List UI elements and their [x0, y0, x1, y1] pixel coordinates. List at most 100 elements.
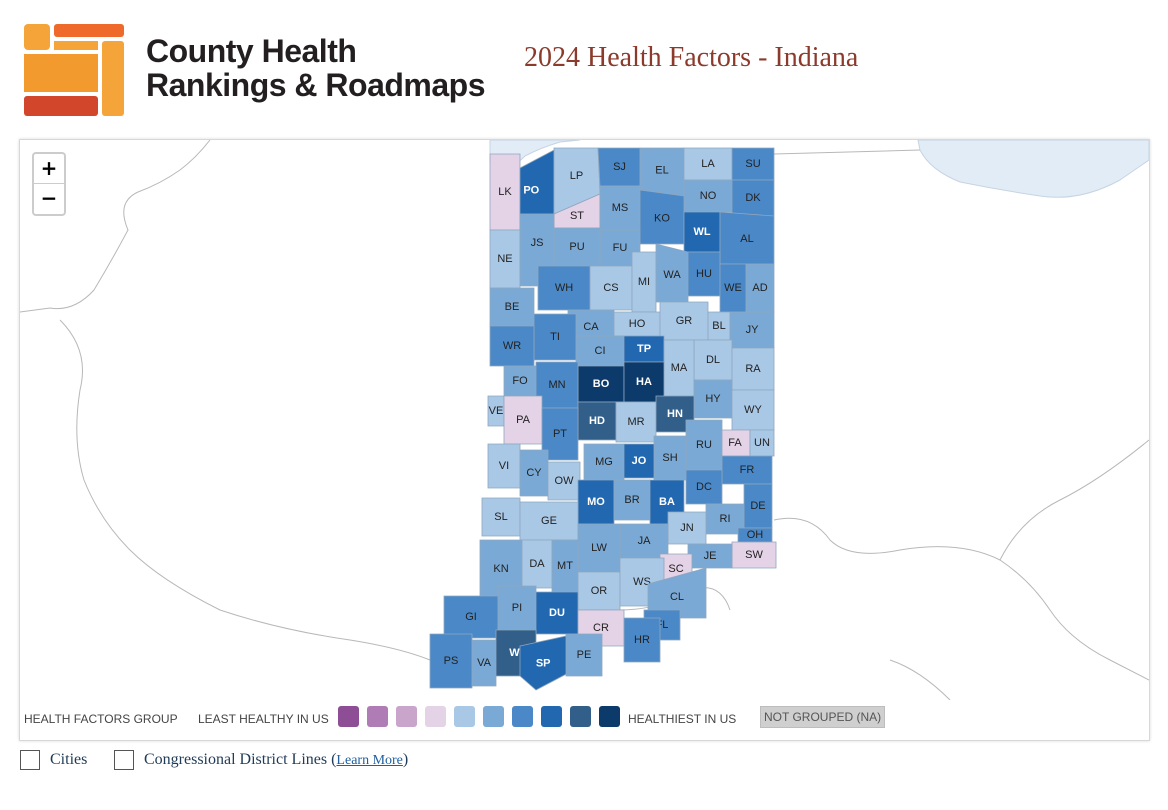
county-ms[interactable] [599, 185, 641, 231]
county-pe[interactable] [565, 633, 603, 677]
county-ve[interactable] [487, 395, 505, 427]
county-gr[interactable] [659, 301, 709, 341]
county-ne[interactable] [489, 229, 521, 289]
legend-swatch [367, 706, 388, 727]
districts-close: ) [402, 751, 409, 768]
zoom-control: + − [32, 152, 66, 216]
county-lw[interactable] [577, 523, 621, 573]
districts-checkbox[interactable] [114, 750, 134, 770]
county-lk[interactable] [489, 153, 521, 231]
county-ru[interactable] [685, 419, 723, 471]
county-ow[interactable] [547, 461, 581, 501]
county-bl[interactable] [707, 311, 731, 341]
county-tp[interactable] [623, 335, 665, 363]
legend-swatch [396, 706, 417, 727]
county-pt[interactable] [541, 407, 579, 461]
county-be[interactable] [489, 287, 535, 327]
cities-checkbox[interactable] [20, 750, 40, 770]
zoom-in-button[interactable]: + [34, 154, 64, 184]
districts-label[interactable]: Congressional District Lines (Learn More… [144, 751, 408, 769]
legend-swatch [425, 706, 446, 727]
county-oh[interactable] [737, 527, 773, 543]
county-jy[interactable] [729, 311, 775, 349]
basemap [20, 140, 1149, 700]
county-wl[interactable] [683, 211, 721, 253]
districts-text: Congressional District Lines ( [144, 751, 337, 768]
county-el[interactable] [639, 147, 685, 197]
county-jn[interactable] [667, 511, 707, 545]
county-fo[interactable] [503, 365, 537, 397]
county-ma[interactable] [663, 339, 695, 397]
county-sj[interactable] [597, 147, 641, 187]
legend-swatch [454, 706, 475, 727]
county-de[interactable] [743, 483, 773, 529]
county-hd[interactable] [577, 401, 617, 441]
county-su[interactable] [731, 147, 775, 181]
map-container[interactable]: LK PO LP SJ EL LA SU ST MS NO DK KO NE JS PU FU WL AL WH CS… [19, 139, 1150, 741]
legend-swatch [483, 706, 504, 727]
county-ps[interactable] [429, 633, 473, 689]
county-wy[interactable] [731, 389, 775, 431]
county-cy[interactable] [519, 449, 549, 497]
learn-more-link[interactable]: Learn More [336, 753, 403, 768]
county-cs[interactable] [589, 265, 633, 311]
county-cl[interactable] [647, 567, 707, 619]
county-vi[interactable] [487, 443, 521, 489]
legend-least-label: LEAST HEALTHY IN US [198, 712, 329, 726]
county-gi[interactable] [443, 595, 499, 639]
county-mg[interactable] [583, 443, 625, 481]
county-we[interactable] [719, 263, 747, 313]
cities-label[interactable]: Cities [50, 751, 88, 768]
county-dl[interactable] [693, 339, 733, 381]
county-wh[interactable] [537, 265, 591, 311]
county-br[interactable] [613, 479, 651, 521]
county-mt[interactable] [551, 539, 579, 593]
county-ho[interactable] [613, 311, 661, 337]
county-jo[interactable] [623, 443, 655, 479]
legend-swatch [512, 706, 533, 727]
county-dk[interactable] [731, 179, 775, 217]
county-wa[interactable] [655, 243, 689, 303]
page-title: 2024 Health Factors - Indiana [524, 42, 859, 73]
county-mo[interactable] [577, 479, 615, 525]
county-bo[interactable] [577, 365, 625, 403]
county-or[interactable] [577, 571, 621, 611]
county-no[interactable] [683, 179, 733, 213]
county-sw[interactable] [731, 541, 777, 569]
county-ti[interactable] [533, 313, 577, 361]
county-hu[interactable] [687, 251, 721, 297]
county-fa[interactable] [719, 429, 751, 457]
county-hy[interactable] [693, 379, 733, 419]
county-un[interactable] [749, 429, 775, 457]
county-dc[interactable] [685, 469, 723, 505]
county-ko[interactable] [639, 189, 685, 245]
county-sp[interactable] [519, 635, 575, 691]
county-wr[interactable] [489, 325, 535, 367]
county-je[interactable] [687, 543, 733, 569]
chr-logo-icon[interactable] [24, 24, 124, 116]
county-pu[interactable] [553, 227, 601, 267]
county-da[interactable] [521, 539, 553, 589]
county-du[interactable] [535, 591, 579, 635]
county-va[interactable] [471, 639, 497, 687]
county-mr[interactable] [615, 401, 657, 443]
legend-swatch [338, 706, 359, 727]
county-pa[interactable] [503, 395, 543, 445]
county-fr[interactable] [721, 455, 773, 485]
county-ad[interactable] [745, 263, 775, 313]
county-pi[interactable] [497, 585, 537, 631]
county-ci[interactable] [575, 335, 625, 367]
county-ja[interactable] [619, 523, 669, 559]
county-ge[interactable] [519, 501, 579, 541]
county-hr[interactable] [623, 617, 661, 663]
county-ra[interactable] [731, 347, 775, 391]
county-al[interactable] [719, 211, 775, 265]
brand-name-line1: County Health [146, 33, 357, 69]
zoom-out-button[interactable]: − [40, 186, 58, 210]
county-la[interactable] [683, 147, 733, 181]
county-sh[interactable] [653, 435, 687, 481]
county-sl[interactable] [481, 497, 521, 537]
county-mi[interactable] [631, 251, 657, 313]
